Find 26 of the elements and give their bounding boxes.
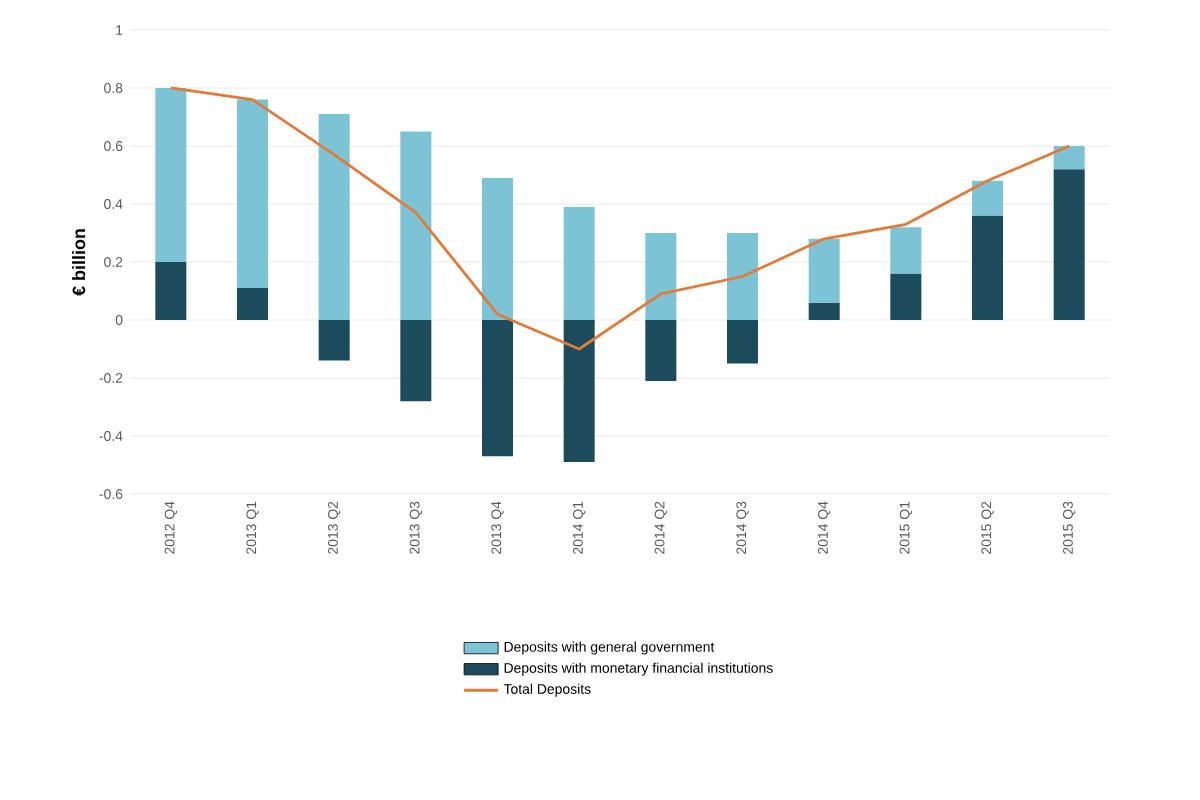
bar — [971, 215, 1004, 320]
bar — [890, 227, 922, 274]
bar — [971, 180, 1004, 216]
bar — [318, 114, 350, 320]
bar — [645, 320, 677, 381]
bar — [726, 320, 759, 364]
bar — [236, 99, 269, 289]
bar — [563, 206, 595, 320]
bar — [236, 288, 269, 320]
bar — [481, 320, 514, 457]
bar — [645, 233, 677, 320]
bar — [155, 262, 187, 320]
bar — [155, 87, 187, 262]
bar — [1053, 145, 1085, 170]
line-series — [169, 86, 1071, 351]
bar — [563, 320, 595, 463]
bar — [890, 273, 922, 320]
bar — [481, 177, 514, 320]
y-axis-title: € billion — [72, 229, 86, 296]
bar — [808, 302, 840, 320]
bar — [1053, 169, 1085, 320]
bar — [400, 131, 432, 320]
bar — [318, 320, 350, 361]
bar — [808, 238, 840, 303]
bar — [400, 320, 432, 402]
bar — [726, 233, 759, 320]
